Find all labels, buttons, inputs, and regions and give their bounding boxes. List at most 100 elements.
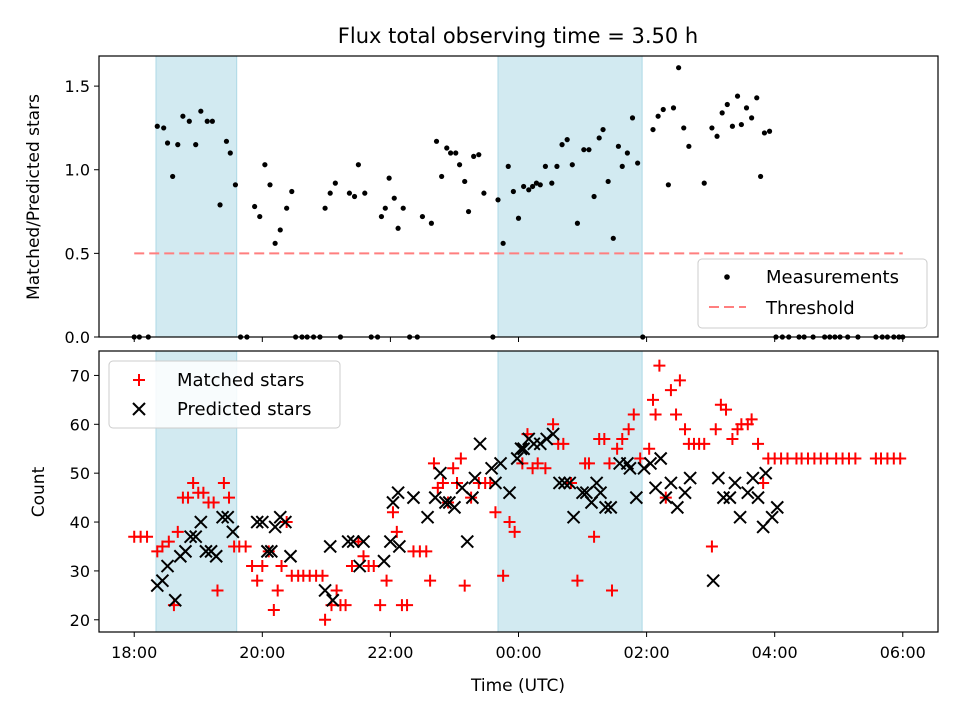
x-tick-label: 00:00 [495, 643, 541, 662]
top-panel: 0.0 0.5 1.0 1.5 Matched/Predicted stars Mea… [24, 55, 939, 347]
measurement-point [355, 162, 361, 168]
predicted-star-point [346, 534, 360, 549]
measurement-point [537, 182, 543, 188]
matched-star-point [726, 432, 739, 445]
matched-star-point [458, 579, 471, 592]
bottom-panel: 20 30 40 50 60 70 18:00 20:00 22:00 00:00 02:00 04… [29, 350, 939, 696]
measurement-point [209, 118, 215, 124]
matched-star-point [508, 525, 521, 538]
legend-threshold-label: Threshold [765, 298, 855, 319]
matched-star-point [197, 486, 210, 499]
measurement-point [754, 95, 760, 101]
y-tick-label: 30 [70, 562, 90, 581]
matched-star-point [316, 569, 329, 582]
matched-star-point [156, 540, 169, 553]
measurement-point [650, 126, 656, 133]
measurement-point [272, 240, 278, 246]
predicted-star-point [728, 476, 742, 490]
measurement-point [500, 240, 506, 246]
measurement-point [262, 162, 268, 168]
predicted-star-point [765, 510, 779, 524]
matched-star-point [643, 442, 656, 455]
matched-star-point [401, 599, 414, 612]
measurement-point [554, 163, 560, 169]
measurement-point [581, 147, 587, 153]
predicted-star-point [160, 559, 175, 573]
measurement-point [481, 190, 487, 196]
predicted-star-point [579, 486, 594, 500]
predicted-star-point [455, 481, 469, 495]
measurement-point [433, 138, 440, 144]
legend-measurements-marker [724, 274, 730, 280]
predicted-star-point [199, 544, 213, 559]
matched-star-point [447, 462, 460, 475]
measurement-point [655, 113, 661, 119]
matched-star-point [267, 604, 280, 617]
predicted-star-point [438, 495, 453, 510]
matched-star-point [709, 423, 722, 436]
matched-star-point [849, 452, 862, 465]
matched-star-point [207, 496, 220, 509]
predicted-star-point [391, 486, 405, 500]
matched-star-point [256, 560, 269, 573]
matched-star-point [539, 462, 552, 475]
predicted-star-point [648, 481, 663, 495]
predicted-star-point [326, 593, 340, 607]
matched-star-point [217, 476, 230, 489]
measurement-point [596, 135, 602, 141]
bottom-legend: Matched stars Predicted stars [108, 360, 341, 429]
measurement-point [586, 147, 592, 153]
predicted-star-point [473, 437, 487, 451]
measurement-point [444, 145, 450, 151]
measurement-point [549, 180, 555, 186]
x-tick-label: 18:00 [111, 643, 157, 662]
predicted-star-point [716, 490, 731, 505]
measurement-point [362, 190, 368, 196]
measurement-point [619, 163, 625, 169]
measurement-point [709, 125, 715, 131]
predicted-star-point [428, 490, 442, 505]
predicted-star-point [383, 534, 398, 549]
measurement-point [660, 106, 666, 113]
measurement-point [180, 113, 186, 119]
measurement-point [738, 121, 744, 128]
matched-star-point [571, 574, 584, 587]
matched-star-point [357, 550, 370, 563]
predicted-star-point [283, 549, 298, 563]
y-tick-label: 50 [70, 464, 90, 483]
measurement-point [529, 183, 536, 190]
matched-star-point [251, 574, 264, 587]
matched-star-point [489, 506, 502, 519]
predicted-star-point [770, 500, 784, 515]
matched-star-point [582, 457, 595, 470]
matched-star-point [557, 437, 570, 450]
predicted-star-point [178, 544, 193, 559]
measurement-point [505, 163, 511, 169]
predicted-star-point [221, 510, 235, 524]
measurement-point [629, 115, 636, 121]
bottom-axes-frame [98, 350, 939, 633]
measurement-point [734, 93, 741, 99]
predicted-star-point [723, 490, 737, 505]
measurement-point [277, 227, 283, 233]
measurement-point [456, 162, 463, 168]
predicted-star-point [194, 515, 208, 529]
x-tick-label: 04:00 [752, 643, 798, 662]
matched-star-point [531, 457, 544, 470]
predicted-star-point [629, 490, 644, 505]
x-tick-label: 22:00 [367, 643, 413, 662]
measurement-point [761, 130, 768, 136]
matched-star-point [616, 432, 629, 445]
chart-title: Flux total observing time = 3.50 h [338, 24, 698, 48]
predicted-star-point [406, 490, 421, 505]
measurement-point [198, 108, 204, 114]
matched-star-point [454, 452, 467, 465]
top-shaded-regions [155, 55, 643, 338]
predicted-star-point [653, 451, 668, 466]
shaded-interval [155, 55, 238, 338]
predicted-star-point [226, 525, 240, 539]
bottom-x-ticks: 18:00 20:00 22:00 00:00 02:00 04:00 06:00 [111, 632, 926, 662]
measurement-point [624, 150, 630, 156]
measurement-point [749, 115, 755, 121]
predicted-star-point [168, 593, 182, 607]
